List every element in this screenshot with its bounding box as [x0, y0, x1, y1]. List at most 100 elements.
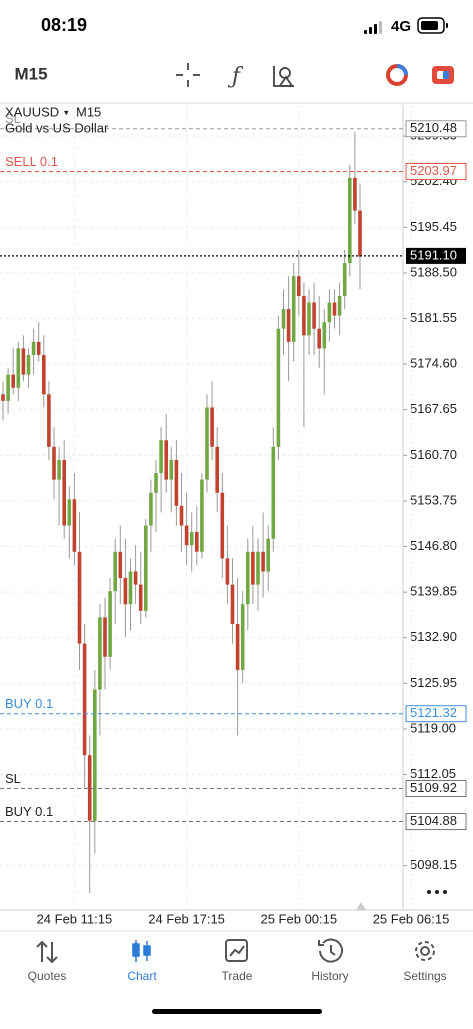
- chart-overlay: XAUUSD ▾ M15 Gold vs US Dollar: [5, 104, 109, 135]
- candle-body: [337, 295, 342, 316]
- candle-body: [31, 341, 36, 355]
- battery-icon: [417, 17, 448, 34]
- candle-body: [261, 551, 265, 572]
- candle-body: [179, 505, 184, 526]
- trade-icon[interactable]: [225, 939, 248, 962]
- quotes-icon[interactable]: [36, 940, 58, 964]
- price-line-tag: [405, 813, 467, 831]
- y-tick-label: 5181.55: [410, 310, 457, 325]
- candle-body: [108, 591, 112, 657]
- candle-body: [98, 617, 102, 690]
- candle-body: [72, 499, 77, 552]
- candle-body: [210, 407, 214, 447]
- home-indicator: [152, 1009, 322, 1014]
- candle-body: [47, 394, 51, 447]
- account-button[interactable]: [386, 64, 408, 86]
- candle-body: [123, 578, 128, 605]
- last-price-value: 5191.10: [410, 247, 457, 262]
- candle-body: [327, 302, 332, 323]
- candle-body: [11, 374, 15, 388]
- history-icon[interactable]: [318, 938, 343, 963]
- candle-body: [184, 525, 189, 546]
- candle-body: [225, 558, 230, 585]
- nav-label[interactable]: Quotes: [28, 969, 67, 983]
- price-line-value: 5210.48: [410, 120, 457, 135]
- candle-body: [220, 492, 225, 559]
- candle-body: [358, 210, 362, 257]
- y-tick-label: 5132.90: [410, 629, 457, 644]
- last-price-tag: [406, 247, 466, 264]
- candle-body: [16, 348, 21, 388]
- candle-body: [353, 177, 357, 211]
- y-tick-label: 5112.05: [410, 766, 456, 781]
- candle-body: [169, 459, 174, 480]
- candle-body: [276, 328, 281, 447]
- price-line-tag: [405, 120, 467, 138]
- status-network: 4G: [391, 18, 411, 35]
- x-tick-label: 25 Feb 00:15: [260, 911, 337, 926]
- status-time: 08:19: [41, 15, 87, 35]
- candle-body: [291, 276, 296, 342]
- y-tick-label: 5188.50: [410, 264, 457, 279]
- candle-body: [82, 643, 87, 756]
- chart-description: Gold vs US Dollar: [5, 120, 109, 135]
- candle-body: [133, 571, 138, 585]
- nav-label[interactable]: History: [311, 969, 348, 983]
- nav-label[interactable]: Trade: [222, 969, 253, 983]
- chart-timeframe: M15: [76, 104, 101, 119]
- nav-bar: Quotes Chart Trade History Settings: [28, 969, 447, 983]
- signal-icon: [364, 21, 382, 34]
- y-tick-label: 5174.60: [410, 356, 457, 371]
- candle-body: [77, 551, 82, 644]
- y-tick-label: 5146.80: [410, 538, 457, 553]
- trade-button[interactable]: [432, 66, 454, 84]
- toolbar-timeframe[interactable]: M15: [14, 64, 47, 83]
- y-tick-label: 5195.45: [410, 219, 457, 234]
- symbol-dropdown[interactable]: ▾: [64, 107, 69, 117]
- x-tick-label: 24 Feb 11:15: [37, 911, 113, 926]
- candle-body: [266, 538, 270, 572]
- candle-body: [342, 263, 347, 296]
- candle-body: [52, 446, 56, 480]
- candle-body: [317, 328, 321, 349]
- more-button[interactable]: [427, 890, 447, 894]
- candle-body: [103, 617, 107, 657]
- settings-icon[interactable]: [415, 941, 435, 961]
- chart: 5209.355202.405195.455188.505181.555174.…: [0, 105, 473, 926]
- candle-body: [205, 407, 209, 480]
- candle-body: [1, 394, 5, 401]
- chart-symbol: XAUUSD: [5, 104, 59, 119]
- candle-body: [113, 551, 117, 592]
- candle-body: [138, 584, 143, 611]
- candle-body: [62, 459, 66, 526]
- indicator-button[interactable]: ƒ: [227, 64, 244, 89]
- y-tick-label: 5153.75: [410, 492, 457, 507]
- candle-body: [159, 440, 163, 474]
- candle-body: [235, 623, 240, 670]
- objects-button[interactable]: [273, 66, 294, 87]
- chart-icon[interactable]: [132, 940, 151, 962]
- candle-body: [286, 309, 291, 342]
- candle-body: [322, 322, 327, 349]
- candle-body: [251, 551, 255, 585]
- price-line-label: SELL 0.1: [5, 154, 58, 169]
- y-tick-label: 5139.85: [410, 584, 457, 599]
- scroll-marker: [356, 902, 366, 910]
- nav-label[interactable]: Chart: [127, 969, 157, 983]
- x-tick-label: 24 Feb 17:15: [148, 911, 225, 926]
- price-line-label: SL: [5, 111, 21, 126]
- price-line-label: BUY 0.1: [5, 804, 53, 819]
- candle-body: [307, 302, 311, 336]
- x-tick-label: 25 Feb 06:15: [373, 911, 450, 926]
- candle-body: [240, 604, 245, 670]
- candle-body: [93, 689, 97, 821]
- candle-body: [26, 354, 31, 375]
- crosshair-button[interactable]: [176, 63, 200, 87]
- candle-body: [297, 276, 301, 296]
- candle-body: [189, 532, 194, 546]
- price-line-tag: [405, 705, 467, 723]
- candle-body: [195, 532, 199, 552]
- nav-label[interactable]: Settings: [403, 969, 446, 983]
- price-line-label: SL: [5, 771, 21, 786]
